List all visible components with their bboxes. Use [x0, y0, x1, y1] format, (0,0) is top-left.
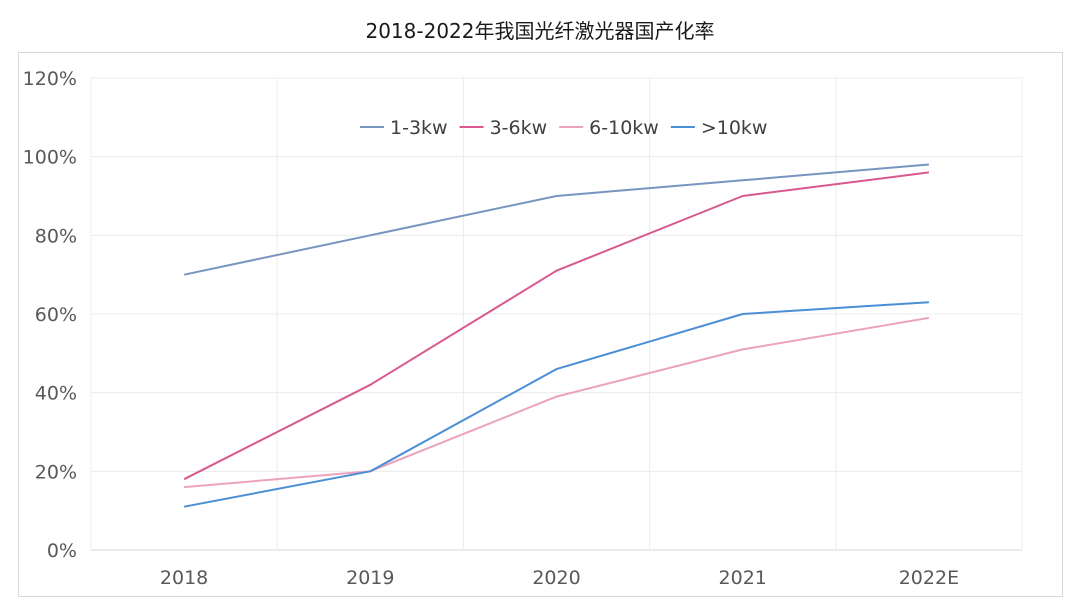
legend-label: 1-3kw — [390, 117, 448, 139]
series-lines — [183, 163, 930, 508]
y-tick-label: 80% — [35, 225, 77, 247]
y-tick-label: 40% — [35, 383, 77, 405]
y-tick-label: 100% — [23, 147, 77, 169]
x-tick-label: 2022E — [899, 567, 959, 589]
x-axis-ticks: 2018 2019 2020 2021 2022E — [160, 567, 959, 589]
series-line-10kw — [183, 301, 929, 508]
x-tick-label: 2018 — [160, 567, 208, 589]
legend-label: 6-10kw — [589, 117, 659, 139]
y-tick-label: 20% — [35, 461, 77, 483]
gridlines — [90, 77, 1023, 551]
chart-title: 2018-2022年我国光纤激光器国产化率 — [365, 19, 715, 43]
x-tick-label: 2021 — [719, 567, 767, 589]
x-tick-label: 2019 — [346, 567, 394, 589]
legend: 1-3kw 3-6kw 6-10kw >10kw — [360, 117, 767, 139]
y-tick-label: 0% — [47, 540, 77, 562]
series-line-610kw — [184, 316, 930, 489]
chart-frame — [18, 52, 1063, 597]
y-tick-label: 120% — [23, 68, 77, 90]
series-line-36kw — [183, 171, 930, 481]
y-tick-label: 60% — [35, 304, 77, 326]
y-axis-ticks: 0% 20% 40% 60% 80% 100% 120% — [23, 68, 77, 562]
series-line-13kw — [183, 163, 929, 276]
legend-label: >10kw — [701, 117, 768, 139]
legend-label: 3-6kw — [490, 117, 548, 139]
x-tick-label: 2020 — [532, 567, 580, 589]
